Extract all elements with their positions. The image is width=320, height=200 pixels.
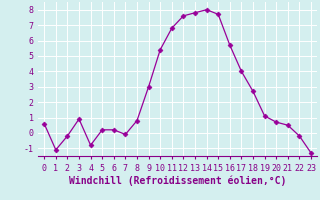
X-axis label: Windchill (Refroidissement éolien,°C): Windchill (Refroidissement éolien,°C) <box>69 175 286 186</box>
